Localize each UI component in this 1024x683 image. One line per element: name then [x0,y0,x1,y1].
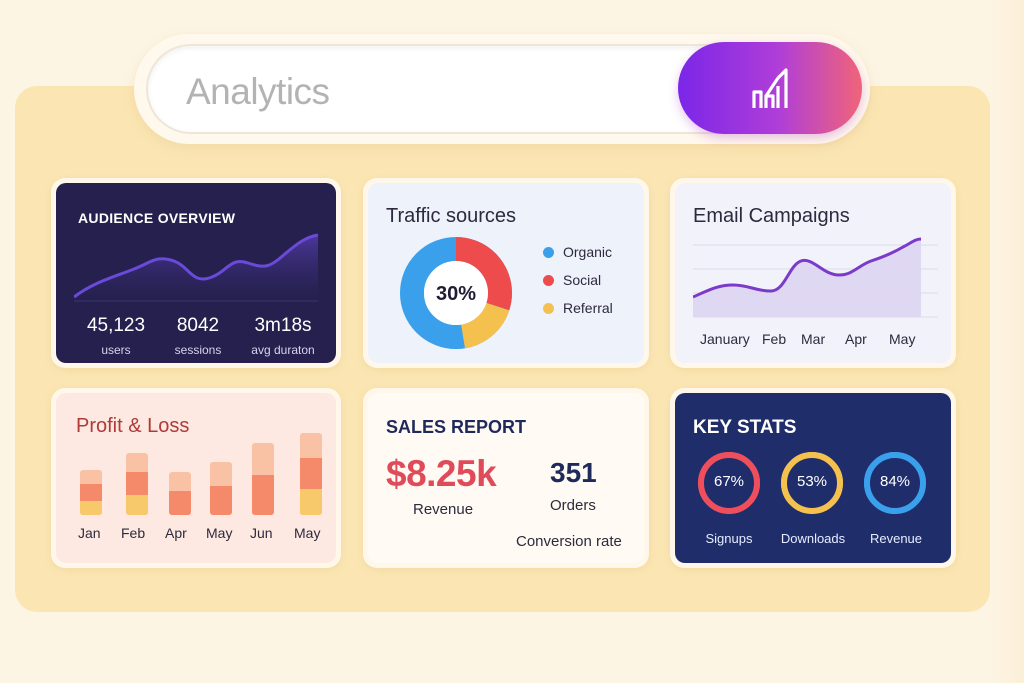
loss-segment [80,501,102,515]
profit-loss-month-label: May [206,525,233,541]
profit-loss-month-label: Jun [250,525,273,541]
sales-report-panel: SALES REPORT $8.25k Revenue 351 Orders C… [368,393,644,563]
revenue-ring-label: Revenue [869,531,923,546]
profit-loss-bar[interactable] [210,462,232,515]
conversion-rate-label: Conversion rate [516,533,622,550]
email-month-label: May [889,331,916,347]
stat-ring-value: 53% [796,473,828,490]
profit-segment [210,486,232,515]
stat-ring-value: 67% [713,473,745,490]
key-stats-rings: 67% 53% 84% [675,393,951,563]
sessions-value: 8042 [176,315,220,336]
social-label: Social [563,272,602,288]
stat-ring [864,452,926,514]
audience-overview-card[interactable]: AUDIENCE OVERVIEW 45,123 users 8042 sess… [51,178,341,368]
orders-label: Orders [550,497,596,514]
profit-loss-month-label: Apr [165,525,187,541]
key-stats-card[interactable]: KEY STATS 67% 53% 84% Signups Downloads Re… [670,388,956,568]
chart-growth-icon [752,68,788,108]
referral-dot [543,303,554,314]
orders-value: 351 [550,457,597,488]
profit-segment [169,491,191,515]
email-month-label: Mar [801,331,826,347]
analytics-button[interactable] [678,42,862,134]
revenue-value: $8.25k [386,453,497,494]
email-line-chart [693,237,938,318]
profit-loss-title: Profit & Loss [76,415,190,437]
profit-segment [300,458,322,491]
loss-segment [300,489,322,515]
sessions-label: sessions [174,343,222,357]
profit-loss-bar[interactable] [169,472,191,515]
profit-loss-bar[interactable] [252,443,274,515]
key-stats-title: KEY STATS [693,417,797,438]
profit-loss-bar[interactable] [126,453,148,515]
traffic-title: Traffic sources [386,205,517,227]
traffic-sources-panel: Traffic sources 30% Organic Social Refer… [368,183,644,363]
email-campaigns-panel: Email Campaigns January Feb Mar Apr May [675,183,951,363]
referral-label: Referral [563,300,613,316]
profit-loss-bar[interactable] [80,470,102,515]
email-month-label: January [700,331,750,347]
profit-segment [126,472,148,497]
social-dot [543,275,554,286]
traffic-center-value: 30% [435,283,477,305]
audience-overview-panel: AUDIENCE OVERVIEW 45,123 users 8042 sess… [56,183,336,363]
traffic-donut-chart [400,237,512,349]
profit-loss-month-label: Jan [78,525,101,541]
avg-duration-value: 3m18s [254,315,312,336]
audience-area-chart [74,233,319,305]
stat-ring [781,452,843,514]
traffic-sources-card[interactable]: Traffic sources 30% Organic Social Refer… [363,178,649,368]
email-campaigns-card[interactable]: Email Campaigns January Feb Mar Apr May [670,178,956,368]
sales-report-card[interactable]: SALES REPORT $8.25k Revenue 351 Orders C… [363,388,649,568]
downloads-label: Downloads [780,531,846,546]
search-text[interactable]: Analytics [186,71,330,112]
organic-label: Organic [563,244,613,260]
sales-title: SALES REPORT [386,417,527,437]
organic-dot [543,247,554,258]
key-stats-panel: KEY STATS 67% 53% 84% Signups Downloads Re… [675,393,951,563]
email-title: Email Campaigns [693,205,850,227]
profit-loss-panel: Profit & Loss Jan Feb Apr May Jun May [56,393,336,563]
profit-segment [80,484,102,502]
avg-duration-label: avg duraton [251,343,315,357]
email-month-label: Apr [845,331,867,347]
audience-title: AUDIENCE OVERVIEW [78,210,236,226]
users-label: users [101,343,131,357]
profit-loss-bars: Jan Feb Apr May Jun May [56,393,336,563]
stat-ring-value: 84% [879,473,911,490]
signups-label: Signups [705,531,753,546]
profit-segment [252,475,274,515]
loss-segment [126,495,148,515]
profit-loss-card[interactable]: Profit & Loss Jan Feb Apr May Jun May [51,388,341,568]
profit-loss-bar[interactable] [300,433,322,515]
profit-loss-month-label: May [294,525,321,541]
stat-ring [698,452,760,514]
email-month-label: Feb [762,331,787,347]
users-value: 45,123 [86,315,146,336]
revenue-label: Revenue [413,501,474,518]
profit-loss-month-label: Feb [121,525,146,541]
